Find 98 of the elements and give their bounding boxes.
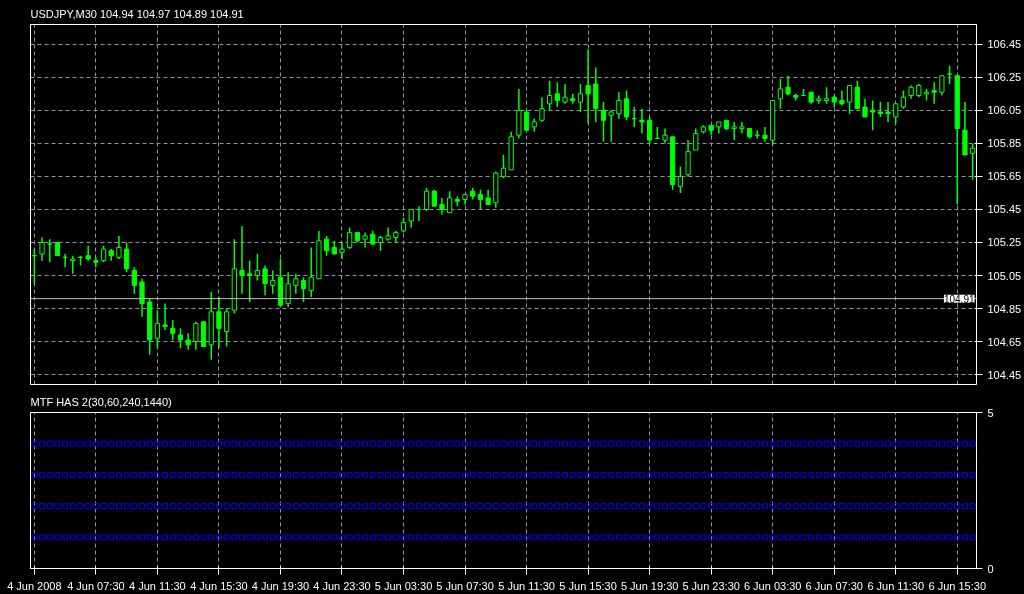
candlestick xyxy=(839,89,845,107)
candlestick xyxy=(177,327,184,349)
x-tick-label: 5 Jun 03:30 xyxy=(374,579,433,592)
candlestick xyxy=(854,79,860,110)
y-tick-label: 104.85 xyxy=(987,302,1022,315)
candlestick xyxy=(639,107,645,135)
x-tick-label: 5 Jun 07:30 xyxy=(436,579,494,592)
candlestick xyxy=(539,96,545,123)
candlestick xyxy=(293,273,299,295)
y-tick-label: 104.45 xyxy=(987,368,1022,381)
x-tick-label: 4 Jun 11:30 xyxy=(129,579,186,592)
y-tick-label: 105.65 xyxy=(987,170,1022,183)
candlestick xyxy=(262,264,268,297)
candlestick xyxy=(39,236,45,262)
candlestick xyxy=(131,266,137,295)
candlestick xyxy=(731,121,737,141)
candlestick xyxy=(970,142,976,181)
y-tick-label: 106.05 xyxy=(987,104,1022,117)
candlestick xyxy=(270,269,276,295)
y-tick-label: 106.25 xyxy=(987,71,1022,84)
x-tick-label: 5 Jun 19:30 xyxy=(620,579,679,592)
candlestick xyxy=(893,103,899,125)
candlestick xyxy=(70,254,76,275)
candlestick xyxy=(900,89,907,110)
x-tick-label: 4 Jun 19:30 xyxy=(251,579,310,592)
x-tick-label: 4 Jun 23:30 xyxy=(313,579,371,592)
candlestick xyxy=(162,302,168,331)
candlestick xyxy=(862,98,868,118)
candlestick xyxy=(777,78,783,110)
candlestick xyxy=(762,126,768,143)
y-tick-label: 104.65 xyxy=(987,335,1022,348)
candlestick xyxy=(554,81,560,108)
candlestick xyxy=(339,241,345,260)
candlestick xyxy=(193,321,199,351)
candlestick xyxy=(239,225,245,295)
candlestick xyxy=(946,65,953,85)
y-tick-label: 0 xyxy=(987,562,994,575)
candlestick xyxy=(170,319,176,341)
candlestick xyxy=(500,154,507,179)
y-tick-label: 105.45 xyxy=(987,203,1022,216)
candlestick xyxy=(600,101,607,143)
candlestick xyxy=(846,84,853,115)
x-tick-label: 5 Jun 11:30 xyxy=(498,579,555,592)
x-tick-label: 4 Jun 2008 xyxy=(7,579,62,592)
candlestick xyxy=(47,238,53,264)
candlestick xyxy=(254,253,260,282)
candlestick xyxy=(216,296,222,349)
candlestick xyxy=(423,187,430,212)
candlestick xyxy=(408,208,414,229)
candlestick xyxy=(623,89,630,122)
candlestick xyxy=(585,48,591,125)
candlestick xyxy=(577,83,584,113)
candlestick xyxy=(93,256,99,268)
candlestick xyxy=(616,91,622,120)
y-tick-label: 105.85 xyxy=(987,137,1022,150)
candlestick xyxy=(447,190,453,214)
x-tick-label: 4 Jun 15:30 xyxy=(190,579,248,592)
x-tick-label: 5 Jun 23:30 xyxy=(682,579,740,592)
candlestick xyxy=(323,235,330,257)
y-tick-label: 105.25 xyxy=(987,236,1022,249)
candlestick xyxy=(785,74,791,97)
candlestick xyxy=(224,307,230,348)
x-tick-label: 6 Jun 03:30 xyxy=(743,579,802,592)
candlestick xyxy=(85,245,91,262)
candlestick xyxy=(308,246,314,298)
candlestick xyxy=(931,81,937,105)
candlestick xyxy=(647,116,653,145)
candlestick xyxy=(154,309,161,349)
y-tick-label: 5 xyxy=(987,406,994,419)
candlestick xyxy=(116,235,122,260)
candlestick xyxy=(677,165,684,194)
x-tick-label: 4 Jun 07:30 xyxy=(67,579,125,592)
x-tick-label: 6 Jun 07:30 xyxy=(805,579,863,592)
candlestick xyxy=(885,101,891,123)
y-tick-label: 106.45 xyxy=(987,38,1022,51)
candlestick xyxy=(870,99,876,131)
y-tick-label: 105.05 xyxy=(987,269,1022,282)
candlestick xyxy=(685,139,691,178)
candlestick xyxy=(608,109,614,143)
candlestick xyxy=(124,241,130,273)
candlestick xyxy=(523,109,530,131)
candlestick xyxy=(347,226,353,250)
candlestick xyxy=(477,188,484,211)
candlestick xyxy=(285,271,291,308)
chart-title: USDJPY,M30 104.94 104.97 104.89 104.91 xyxy=(30,7,244,20)
x-tick-label: 5 Jun 15:30 xyxy=(559,579,617,592)
ref-line-label: 104.91 xyxy=(943,293,975,305)
candlestick xyxy=(693,127,699,151)
candlestick xyxy=(547,79,553,112)
x-tick-label: 6 Jun 15:30 xyxy=(928,579,987,592)
candlestick xyxy=(247,259,253,303)
candlestick xyxy=(939,74,945,97)
candlestick xyxy=(300,276,307,303)
candlestick xyxy=(139,278,145,318)
candlestick xyxy=(739,121,745,135)
x-tick-label: 6 Jun 11:30 xyxy=(867,579,925,592)
candlestick xyxy=(562,83,568,105)
chart-title: MTF HAS 2(30,60,240,1440) xyxy=(30,395,172,408)
